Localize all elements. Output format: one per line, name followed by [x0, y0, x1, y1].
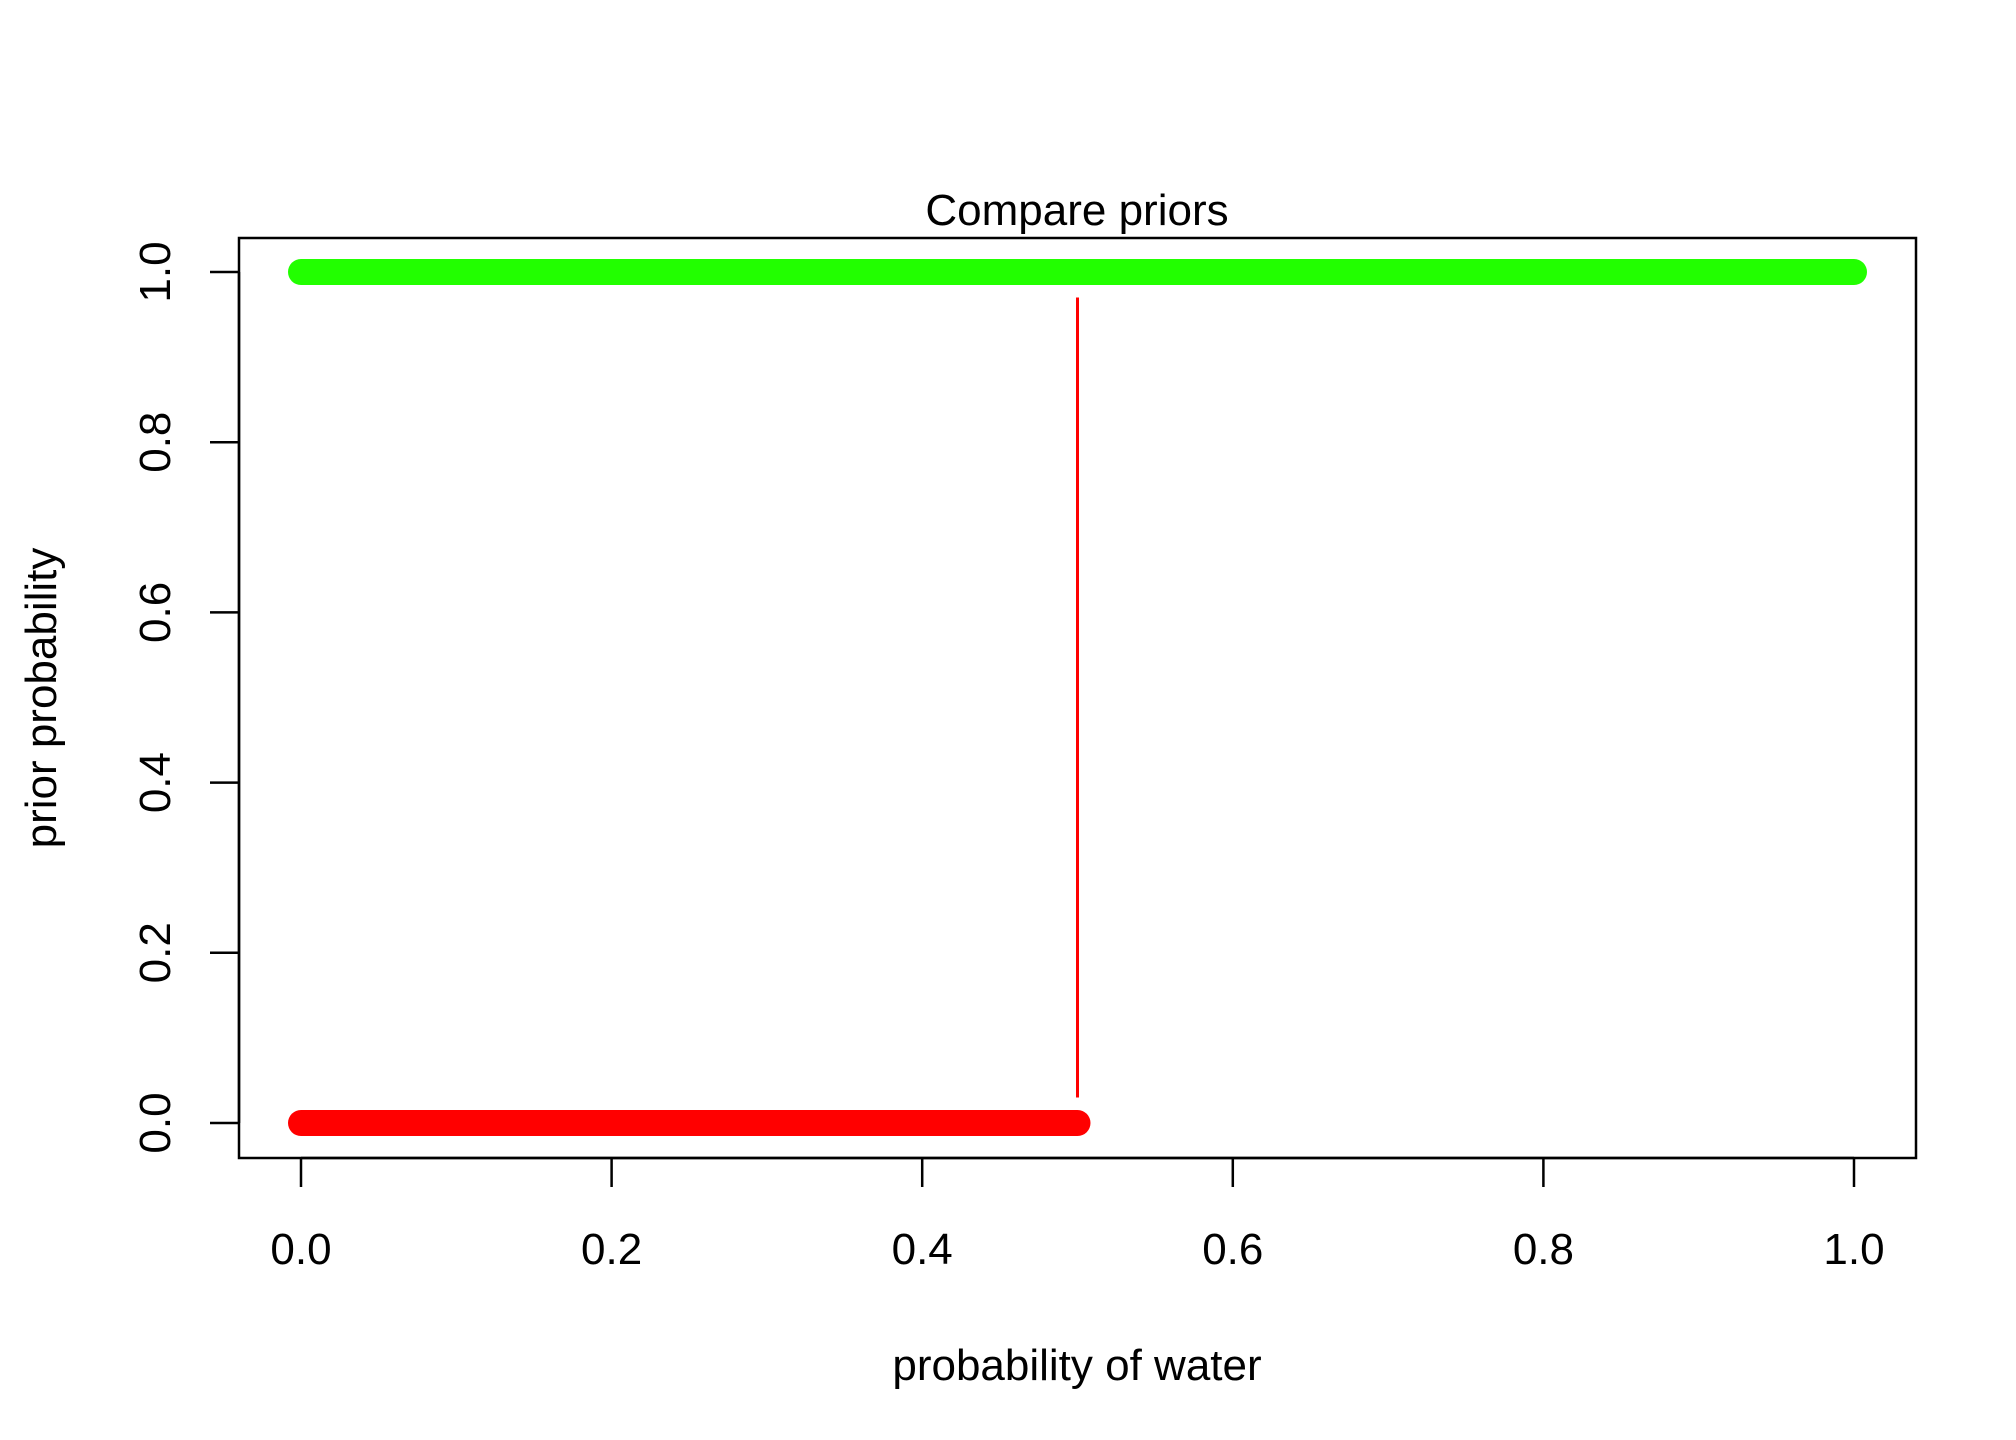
y-axis: 0.0 0.2 0.4 0.6 0.8 1.0 [131, 241, 241, 1154]
x-tick-label: 1.0 [1823, 1225, 1884, 1274]
y-tick-label: 0.2 [131, 922, 180, 983]
x-tick-label: 0.8 [1513, 1225, 1574, 1274]
y-tick-label: 0.0 [131, 1092, 180, 1153]
x-tick-label: 0.0 [270, 1225, 331, 1274]
chart-title: Compare priors [925, 186, 1228, 235]
y-tick-label: 0.8 [131, 412, 180, 473]
y-axis-label: prior probability [17, 548, 66, 849]
x-tick-label: 0.2 [581, 1225, 642, 1274]
x-tick-label: 0.4 [892, 1225, 953, 1274]
x-axis-label: probability of water [892, 1341, 1261, 1390]
y-tick-label: 0.6 [131, 582, 180, 643]
x-axis: 0.0 0.2 0.4 0.6 0.8 1.0 [270, 1156, 1885, 1274]
x-tick-label: 0.6 [1202, 1225, 1263, 1274]
y-tick-label: 1.0 [131, 241, 180, 302]
series-group [288, 259, 1867, 1136]
y-tick-label: 0.4 [131, 752, 180, 813]
